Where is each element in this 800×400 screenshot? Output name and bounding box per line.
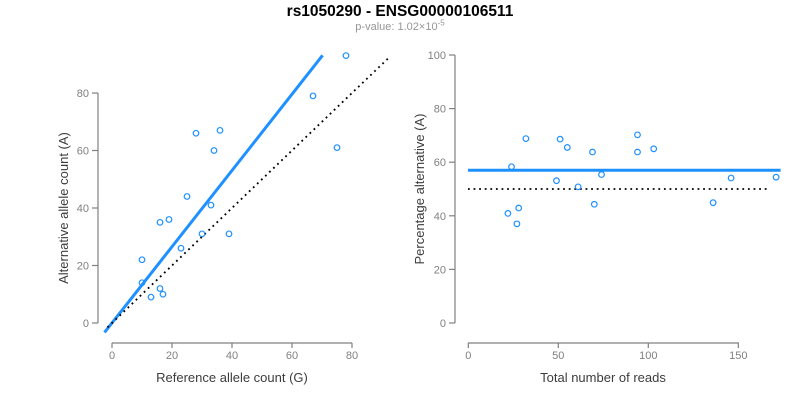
data-point [556, 135, 564, 143]
data-point [156, 218, 164, 226]
data-point [342, 52, 350, 60]
fitted-ratio-line [103, 54, 324, 334]
x-tick-label: 100 [639, 350, 657, 362]
y-tick-label: 40 [77, 203, 89, 215]
panel-ref-vs-alt-scatter: 0 20 40 60 80 0 20 40 60 80 Reference allele count… [56, 52, 389, 385]
data-point [225, 230, 233, 238]
x-tick-label: 50 [552, 350, 564, 362]
y-tick-label: 60 [434, 157, 446, 169]
data-point [192, 129, 200, 137]
data-point [553, 177, 560, 185]
data-point [210, 147, 218, 154]
data-point [508, 163, 515, 171]
data-point [207, 201, 215, 209]
data-point [159, 290, 167, 298]
x-axis-title: Total number of reads [540, 370, 666, 385]
x-tick-label: 60 [286, 350, 298, 362]
data-point [165, 216, 173, 223]
y-tick-label: 0 [83, 318, 89, 330]
data-point [650, 145, 658, 153]
x-tick-label: 150 [729, 350, 747, 362]
data-point [709, 199, 717, 207]
data-point [504, 209, 512, 217]
y-tick-label: 40 [434, 211, 446, 223]
data-point [183, 193, 191, 200]
y-tick-label: 20 [77, 261, 89, 273]
data-point [216, 126, 224, 134]
y-tick-label: 20 [434, 264, 446, 276]
y-tick-label: 100 [428, 50, 446, 62]
y-tick-label: 80 [77, 88, 89, 100]
x-axis-title: Reference allele count (G) [156, 370, 308, 385]
data-point [333, 144, 341, 152]
p-value-exponent: -5 [437, 18, 445, 28]
y-tick-label: 0 [440, 318, 446, 330]
data-point [727, 174, 735, 182]
x-tick-label: 20 [166, 350, 178, 362]
y-tick-label: 60 [77, 146, 89, 158]
y-axis-title: Alternative allele count (A) [56, 132, 71, 284]
panel-reads-vs-pct-scatter: 0 50 100 150 0 20 40 60 80 100 Total number of rea… [412, 50, 781, 385]
data-point [515, 204, 523, 212]
plot-subtitle: p-value: 1.02×10-5 [0, 18, 800, 33]
x-tick-label: 80 [346, 350, 358, 362]
data-point [574, 183, 582, 191]
data-point [522, 135, 530, 143]
data-point [563, 144, 571, 151]
data-point [147, 293, 155, 301]
x-tick-label: 40 [226, 350, 238, 362]
data-point [513, 220, 521, 228]
data-point [309, 92, 317, 100]
data-point [138, 279, 146, 287]
data-point [772, 173, 780, 181]
data-point [198, 230, 206, 238]
data-point [589, 148, 596, 156]
data-point [138, 256, 146, 264]
data-point [634, 131, 641, 139]
data-point [598, 171, 605, 178]
data-point [634, 148, 641, 156]
plot-title: rs1050290 - ENSG00000106511 [286, 3, 514, 20]
x-tick-label: 0 [109, 350, 115, 362]
y-tick-label: 80 [434, 104, 446, 116]
p-value-text: p-value: 1.02×10 [355, 21, 438, 33]
identity-line [106, 57, 389, 328]
data-point [156, 285, 164, 292]
y-axis-title: Percentage alternative (A) [412, 113, 427, 264]
data-point [177, 244, 185, 252]
data-point [590, 200, 598, 208]
x-tick-label: 0 [465, 350, 471, 362]
